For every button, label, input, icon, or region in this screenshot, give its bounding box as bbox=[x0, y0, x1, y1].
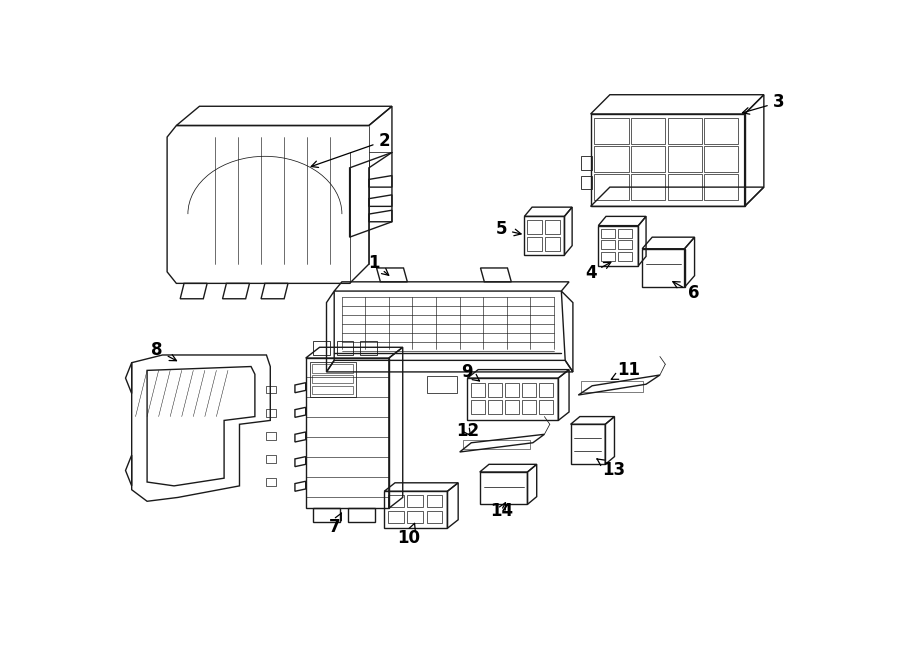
Bar bbox=[545, 220, 560, 234]
Bar bbox=[618, 229, 632, 238]
Bar bbox=[704, 118, 738, 143]
Bar bbox=[581, 381, 643, 392]
Bar bbox=[601, 229, 616, 238]
Bar bbox=[704, 146, 738, 172]
Bar bbox=[668, 146, 702, 172]
Bar bbox=[571, 424, 605, 464]
Bar bbox=[427, 510, 442, 523]
Bar bbox=[312, 364, 354, 373]
Bar bbox=[668, 118, 702, 143]
Bar bbox=[472, 383, 485, 397]
Bar bbox=[595, 118, 629, 143]
Text: 9: 9 bbox=[462, 363, 480, 381]
Bar bbox=[525, 216, 564, 255]
Bar bbox=[388, 495, 403, 508]
Bar bbox=[618, 252, 632, 261]
Text: 6: 6 bbox=[673, 282, 699, 302]
Text: 8: 8 bbox=[151, 341, 176, 361]
Text: 5: 5 bbox=[496, 221, 521, 239]
Bar bbox=[266, 432, 275, 440]
Bar bbox=[312, 386, 354, 394]
Bar bbox=[545, 237, 560, 251]
Bar bbox=[527, 237, 542, 251]
Bar bbox=[306, 358, 389, 508]
Bar bbox=[527, 220, 542, 234]
Bar bbox=[427, 495, 442, 508]
Text: 2: 2 bbox=[311, 132, 390, 167]
Text: 10: 10 bbox=[398, 524, 420, 547]
Bar bbox=[266, 386, 275, 393]
Bar bbox=[598, 225, 638, 266]
Bar bbox=[522, 400, 536, 414]
Bar bbox=[505, 383, 519, 397]
Bar bbox=[601, 240, 616, 249]
Bar bbox=[539, 383, 553, 397]
Bar bbox=[488, 383, 502, 397]
Bar bbox=[467, 378, 558, 420]
Text: 14: 14 bbox=[490, 502, 513, 520]
Bar bbox=[631, 118, 665, 143]
Text: 3: 3 bbox=[742, 93, 784, 114]
Text: 1: 1 bbox=[368, 254, 389, 276]
Bar bbox=[408, 510, 423, 523]
Bar bbox=[360, 341, 376, 355]
Bar bbox=[266, 409, 275, 416]
Bar bbox=[631, 175, 665, 200]
Bar bbox=[408, 495, 423, 508]
Bar bbox=[266, 455, 275, 463]
Bar bbox=[310, 362, 356, 397]
Bar bbox=[581, 156, 592, 170]
Bar bbox=[581, 176, 592, 190]
Bar bbox=[539, 400, 553, 414]
Bar bbox=[631, 146, 665, 172]
Bar bbox=[480, 472, 527, 504]
Bar bbox=[522, 383, 536, 397]
Bar bbox=[388, 510, 403, 523]
Bar bbox=[505, 400, 519, 414]
Bar bbox=[427, 375, 457, 393]
Bar bbox=[601, 252, 616, 261]
Text: 4: 4 bbox=[585, 262, 611, 282]
Bar bbox=[595, 146, 629, 172]
Bar bbox=[704, 175, 738, 200]
Text: 11: 11 bbox=[611, 362, 641, 379]
Bar bbox=[337, 341, 354, 355]
Text: 13: 13 bbox=[597, 459, 626, 479]
Bar bbox=[463, 440, 530, 449]
Bar bbox=[312, 375, 354, 383]
Bar bbox=[266, 478, 275, 486]
Bar bbox=[643, 249, 685, 288]
Text: 12: 12 bbox=[455, 422, 479, 440]
Bar bbox=[595, 175, 629, 200]
Bar bbox=[472, 400, 485, 414]
Bar bbox=[618, 240, 632, 249]
Bar bbox=[384, 491, 447, 528]
Bar bbox=[668, 175, 702, 200]
Text: 7: 7 bbox=[328, 513, 341, 537]
Bar bbox=[313, 341, 330, 355]
Bar bbox=[488, 400, 502, 414]
